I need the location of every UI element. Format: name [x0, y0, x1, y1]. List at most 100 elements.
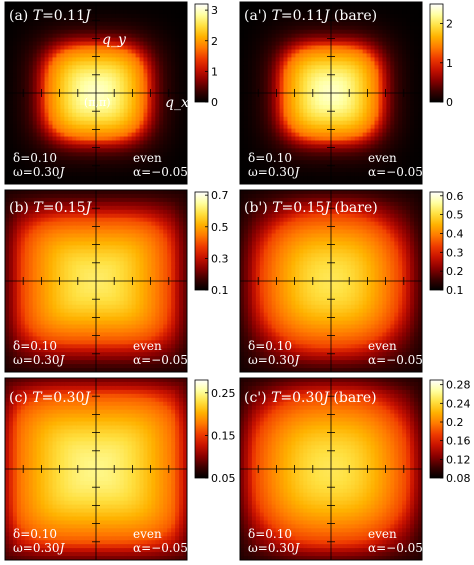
heatmap-cell	[123, 61, 129, 66]
heatmap-cell	[5, 49, 10, 54]
heatmap-cell	[12, 116, 18, 122]
heatmap-cell	[311, 108, 316, 114]
heatmap-cell	[60, 312, 65, 318]
heatmap-cell	[382, 112, 387, 118]
heatmap-cell	[183, 148, 188, 153]
heatmap-cell	[96, 9, 101, 15]
heatmap-cell	[350, 116, 356, 122]
heatmap-cell	[48, 5, 53, 11]
heatmap-cell	[56, 217, 61, 223]
heatmap-cell	[350, 13, 356, 19]
heatmap-cell	[24, 253, 30, 258]
heatmap-cell	[287, 9, 292, 15]
heatmap-cell	[8, 41, 14, 46]
heatmap-cell	[255, 152, 261, 157]
heatmap-cell	[32, 2, 38, 7]
heatmap-cell	[16, 368, 22, 373]
heatmap-cell	[370, 176, 375, 181]
heatmap-cell	[44, 17, 49, 23]
heatmap-cell	[76, 172, 81, 177]
heatmap-cell	[394, 164, 399, 169]
heatmap-cell	[406, 45, 411, 50]
heatmap-cell	[60, 89, 65, 94]
heatmap-cell	[88, 2, 93, 7]
heatmap-cell	[255, 176, 261, 181]
heatmap-a-prime	[240, 2, 423, 185]
heatmap-cell	[358, 148, 364, 153]
heatmap-cell	[111, 77, 117, 82]
heatmap-cell	[44, 193, 49, 199]
heatmap-cell	[36, 281, 42, 286]
heatmap-cell	[32, 53, 38, 58]
heatmap-cell	[183, 104, 188, 110]
heatmap-cell	[386, 132, 391, 137]
heatmap-cell	[386, 17, 391, 23]
heatmap-cell	[342, 29, 348, 35]
heatmap-cell	[390, 168, 395, 173]
heatmap-cell	[119, 2, 125, 7]
heatmap-cell	[247, 176, 253, 181]
heatmap-cell	[327, 160, 332, 165]
heatmap-cell	[398, 41, 403, 46]
heatmap-cell	[147, 2, 152, 7]
heatmap-cell	[283, 140, 288, 145]
heatmap-cell	[92, 144, 97, 149]
heatmap-cell	[44, 89, 49, 94]
heatmap-cell	[414, 69, 419, 74]
heatmap-cell	[414, 65, 419, 70]
heatmap-cell	[319, 65, 324, 70]
heatmap-cell	[16, 53, 22, 58]
heatmap-cell	[163, 172, 168, 177]
heatmap-cell	[406, 112, 411, 118]
heatmap-cell	[175, 148, 180, 153]
heatmap-cell	[12, 85, 18, 90]
heatmap-cell	[247, 136, 253, 141]
heatmap-cell	[151, 144, 156, 149]
heatmap-cell	[107, 57, 113, 62]
heatmap-cell	[36, 77, 42, 82]
heatmap-cell	[255, 124, 261, 130]
heatmap-cell	[342, 37, 348, 42]
heatmap-cell	[5, 21, 10, 27]
heatmap-cell	[271, 168, 277, 173]
heatmap-cell	[354, 77, 360, 82]
heatmap-cell	[60, 116, 65, 122]
heatmap-cell	[60, 241, 65, 246]
heatmap-cell	[147, 17, 152, 23]
heatmap-cell	[40, 340, 45, 345]
heatmap-cell	[167, 152, 172, 157]
heatmap-cell	[48, 37, 53, 42]
heatmap-cell	[111, 104, 117, 110]
heatmap-cell	[32, 17, 38, 23]
heatmap-cell	[183, 128, 188, 133]
heatmap-cell	[394, 132, 399, 137]
heatmap-cell	[32, 221, 38, 227]
heatmap-cell	[283, 81, 288, 86]
heatmap-cell	[28, 241, 34, 246]
heatmap-cell	[374, 108, 379, 114]
heatmap-cell	[271, 172, 277, 177]
heatmap-cell	[331, 104, 336, 110]
heatmap-cell	[96, 69, 101, 74]
heatmap-cell	[52, 316, 57, 321]
heatmap-cell	[358, 144, 364, 149]
heatmap-cell	[358, 93, 364, 98]
heatmap-cell	[183, 77, 188, 82]
heatmap-cell	[390, 2, 395, 7]
heatmap-cell	[390, 37, 395, 42]
heatmap-cell	[52, 320, 57, 325]
heatmap-cell	[8, 120, 14, 126]
heatmap-cell	[342, 152, 348, 157]
heatmap-cell	[92, 176, 97, 181]
heatmap-cell	[147, 61, 152, 66]
heatmap-cell	[24, 81, 30, 86]
heatmap-cell	[16, 132, 22, 137]
heatmap-cell	[103, 77, 109, 82]
heatmap-cell	[414, 85, 419, 90]
heatmap-cell	[127, 77, 133, 82]
heatmap-cell	[382, 132, 387, 137]
heatmap-cell	[243, 120, 249, 126]
heatmap-cell	[410, 57, 415, 62]
heatmap-cell	[159, 176, 164, 181]
heatmap-cell	[287, 2, 292, 7]
